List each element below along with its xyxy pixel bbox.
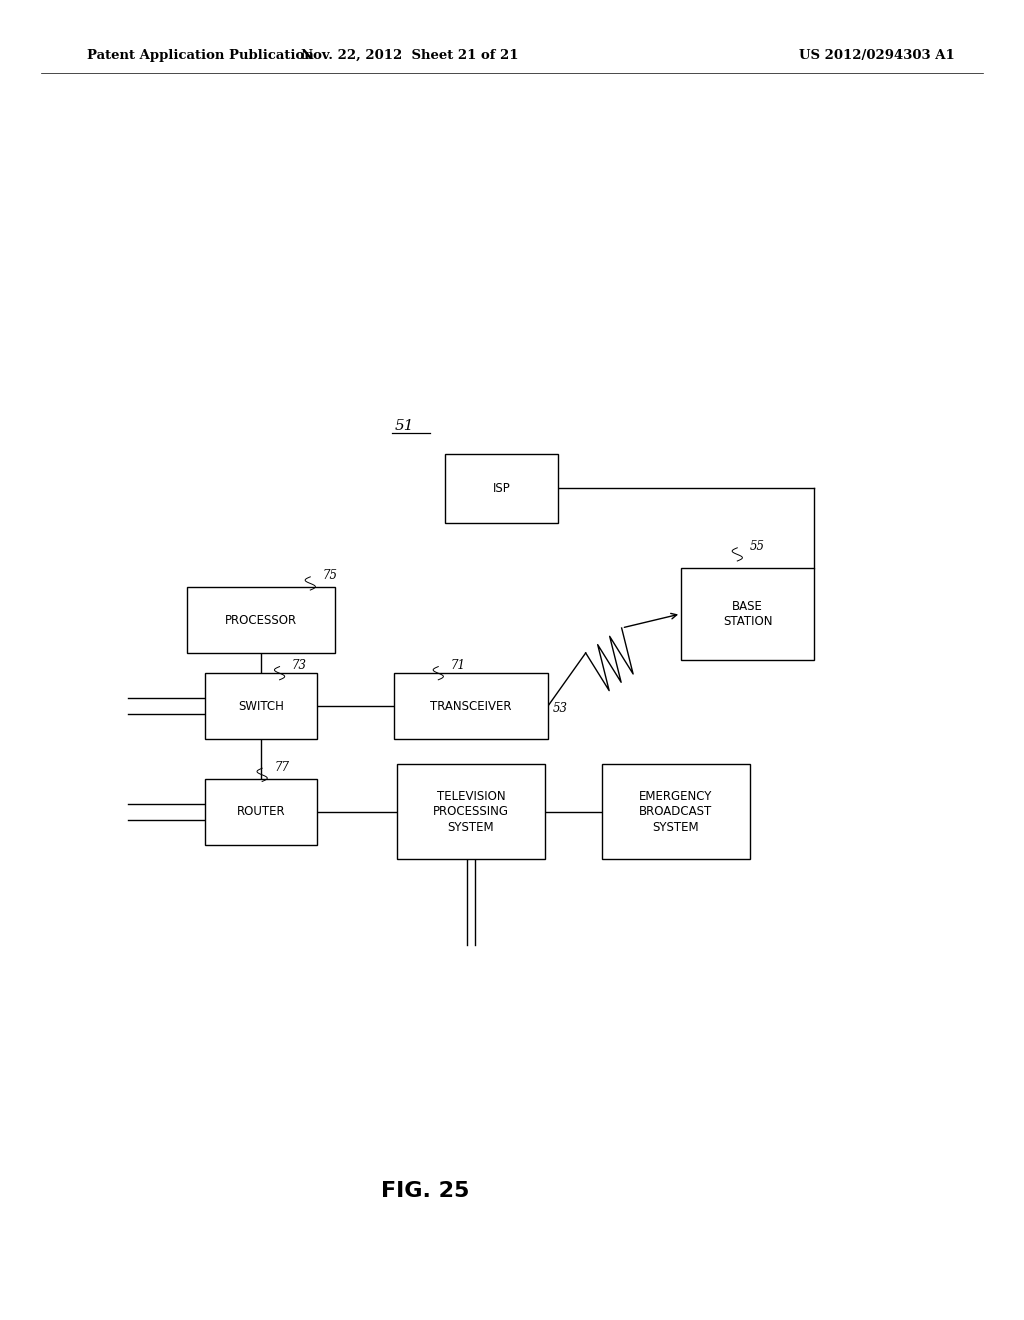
Text: 77: 77 [274, 760, 290, 774]
Text: TELEVISION
PROCESSING
SYSTEM: TELEVISION PROCESSING SYSTEM [433, 789, 509, 834]
Text: 71: 71 [451, 659, 466, 672]
Text: 73: 73 [292, 659, 307, 672]
Text: FIG. 25: FIG. 25 [381, 1180, 469, 1201]
Text: ROUTER: ROUTER [237, 805, 286, 818]
Text: Nov. 22, 2012  Sheet 21 of 21: Nov. 22, 2012 Sheet 21 of 21 [301, 49, 518, 62]
Text: US 2012/0294303 A1: US 2012/0294303 A1 [799, 49, 954, 62]
Text: Patent Application Publication: Patent Application Publication [87, 49, 313, 62]
Text: 55: 55 [750, 540, 765, 553]
Bar [205, 673, 317, 739]
Text: BASE
STATION: BASE STATION [723, 599, 772, 628]
Bar [681, 568, 814, 660]
Text: 51: 51 [394, 418, 414, 433]
Text: TRANSCEIVER: TRANSCEIVER [430, 700, 512, 713]
Text: 75: 75 [323, 569, 338, 582]
Text: EMERGENCY
BROADCAST
SYSTEM: EMERGENCY BROADCAST SYSTEM [639, 789, 713, 834]
Bar [394, 673, 548, 739]
Bar [397, 764, 545, 859]
Text: SWITCH: SWITCH [239, 700, 284, 713]
Bar [186, 587, 336, 653]
Text: PROCESSOR: PROCESSOR [225, 614, 297, 627]
Text: 53: 53 [553, 702, 568, 715]
Bar [445, 454, 558, 523]
Bar [602, 764, 750, 859]
Text: ISP: ISP [493, 482, 511, 495]
Bar [205, 779, 317, 845]
